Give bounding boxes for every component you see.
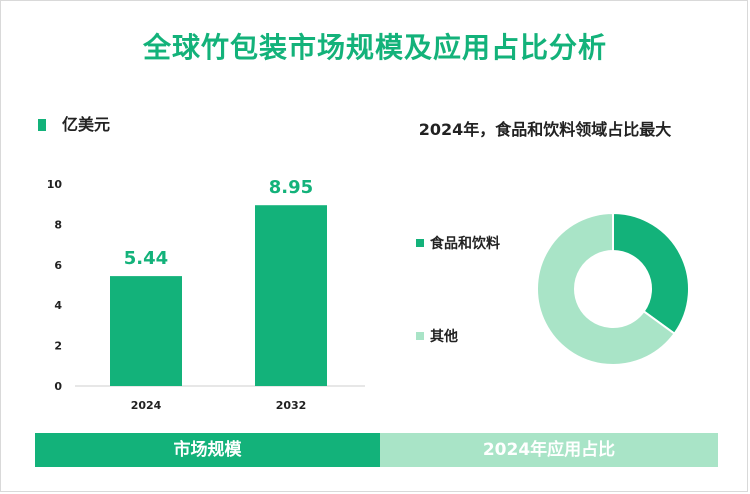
donut-slice-other bbox=[536, 211, 676, 366]
pie-legend-swatch-other bbox=[416, 332, 424, 340]
bar-value-label: 5.44 bbox=[124, 248, 168, 269]
x-axis-ticks: 2024 2032 bbox=[131, 399, 307, 412]
y-axis-ticks: 0 2 4 6 8 10 bbox=[47, 178, 63, 393]
bar-2024 bbox=[110, 276, 182, 386]
bar-value-label: 8.95 bbox=[269, 177, 313, 198]
pie-title: 2024年，食品和饮料领域占比最大 bbox=[418, 120, 672, 139]
donut-chart bbox=[536, 211, 690, 366]
bar-2032 bbox=[255, 205, 327, 386]
pie-legend-swatch-food bbox=[416, 239, 424, 247]
pie-legend-label-food: 食品和饮料 bbox=[430, 236, 500, 252]
bar-legend: 亿美元 bbox=[38, 111, 110, 135]
bar-series: 5.44 8.95 bbox=[110, 177, 327, 386]
y-tick-label: 0 bbox=[54, 380, 62, 393]
bar-legend-label: 亿美元 bbox=[62, 115, 111, 134]
footer-application-share: 2024年应用占比 bbox=[380, 433, 718, 467]
bar-legend-swatch bbox=[38, 119, 46, 131]
pie-legend-item-food: 食品和饮料 bbox=[416, 233, 500, 253]
y-tick-label: 2 bbox=[54, 340, 62, 353]
pie-legend-label-other: 其他 bbox=[430, 329, 458, 345]
footer-market-size: 市场规模 bbox=[35, 433, 380, 467]
x-tick-label: 2032 bbox=[276, 399, 307, 412]
y-tick-label: 6 bbox=[54, 259, 62, 272]
y-tick-label: 8 bbox=[54, 218, 62, 231]
pie-legend-item-other: 其他 bbox=[416, 326, 458, 346]
y-tick-label: 10 bbox=[47, 178, 63, 191]
y-tick-label: 4 bbox=[54, 299, 62, 312]
x-tick-label: 2024 bbox=[131, 399, 162, 412]
donut-slice-food bbox=[612, 211, 690, 336]
page-title: 全球竹包装市场规模及应用占比分析 bbox=[142, 31, 607, 64]
